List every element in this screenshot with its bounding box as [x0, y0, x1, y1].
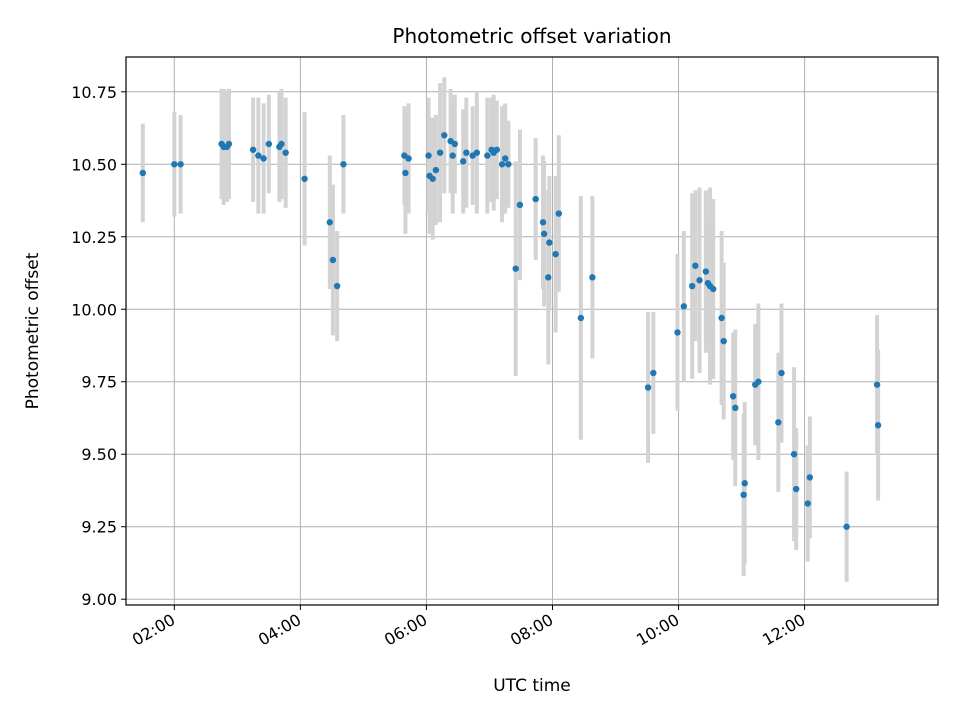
- data-point: [402, 169, 409, 177]
- data-point: [540, 230, 548, 238]
- data-point: [692, 262, 699, 269]
- data-point: [710, 285, 717, 293]
- data-point: [326, 219, 333, 226]
- y-tick-label: 9.00: [81, 590, 117, 609]
- data-point: [516, 201, 524, 209]
- data-point: [806, 474, 814, 481]
- data-point: [505, 161, 512, 168]
- data-point: [804, 500, 811, 507]
- data-point: [282, 149, 289, 156]
- data-point: [546, 239, 553, 246]
- data-point: [432, 166, 440, 174]
- data-point: [249, 146, 257, 153]
- data-point: [425, 152, 432, 159]
- data-point: [552, 250, 559, 258]
- data-point: [340, 161, 347, 168]
- data-point: [512, 265, 519, 272]
- data-point: [429, 175, 436, 182]
- data-point: [775, 419, 782, 426]
- y-tick-label: 10.50: [71, 155, 117, 174]
- data-point: [577, 314, 585, 322]
- data-point: [329, 256, 337, 264]
- data-point: [177, 161, 184, 168]
- axes-frame: [125, 56, 939, 606]
- data-point: [720, 337, 727, 345]
- data-point: [729, 393, 737, 400]
- data-point: [441, 132, 448, 139]
- x-axis-label: UTC time: [493, 676, 571, 696]
- data-point: [688, 282, 696, 290]
- data-point: [459, 158, 467, 165]
- data-point: [545, 274, 552, 281]
- data-point: [696, 277, 703, 284]
- data-point: [405, 155, 412, 162]
- data-point: [484, 152, 491, 159]
- data-point: [741, 480, 748, 487]
- data-point: [589, 274, 596, 281]
- data-point: [674, 329, 681, 336]
- y-tick-label: 10.75: [71, 83, 117, 102]
- data-point: [755, 378, 762, 385]
- data-point: [260, 155, 267, 162]
- y-tick-label: 9.25: [81, 518, 117, 537]
- data-point: [532, 195, 539, 203]
- y-tick-label: 9.50: [81, 445, 117, 464]
- data-point: [255, 152, 262, 159]
- data-point: [449, 152, 456, 159]
- data-point: [473, 149, 481, 156]
- data-point: [732, 404, 739, 412]
- chart-title: Photometric offset variation: [392, 24, 671, 48]
- data-point: [493, 146, 501, 153]
- y-axis-label: Photometric offset: [23, 252, 43, 409]
- data-point: [498, 161, 506, 168]
- y-tick-label: 10.25: [71, 228, 117, 247]
- data-point: [539, 219, 547, 226]
- data-point: [278, 140, 285, 148]
- data-point: [778, 369, 785, 377]
- data-point: [843, 523, 850, 530]
- data-point: [171, 161, 178, 168]
- data-point: [644, 384, 652, 391]
- data-point: [265, 140, 273, 148]
- data-point: [874, 422, 882, 429]
- data-point: [225, 140, 233, 148]
- data-point: [680, 303, 687, 310]
- data-point: [502, 155, 509, 162]
- data-point: [333, 282, 341, 290]
- data-point: [139, 169, 147, 177]
- data-point: [555, 210, 562, 217]
- data-point: [740, 491, 747, 499]
- data-point: [650, 369, 657, 377]
- data-point: [702, 268, 710, 275]
- y-tick-label: 9.75: [81, 373, 117, 392]
- data-point: [790, 451, 798, 458]
- data-point: [451, 140, 458, 148]
- data-point: [792, 485, 800, 493]
- data-point: [301, 175, 308, 182]
- data-point: [463, 149, 470, 156]
- data-point: [718, 314, 725, 322]
- y-tick-label: 10.00: [71, 300, 117, 319]
- data-point: [873, 381, 881, 388]
- data-point: [436, 149, 444, 156]
